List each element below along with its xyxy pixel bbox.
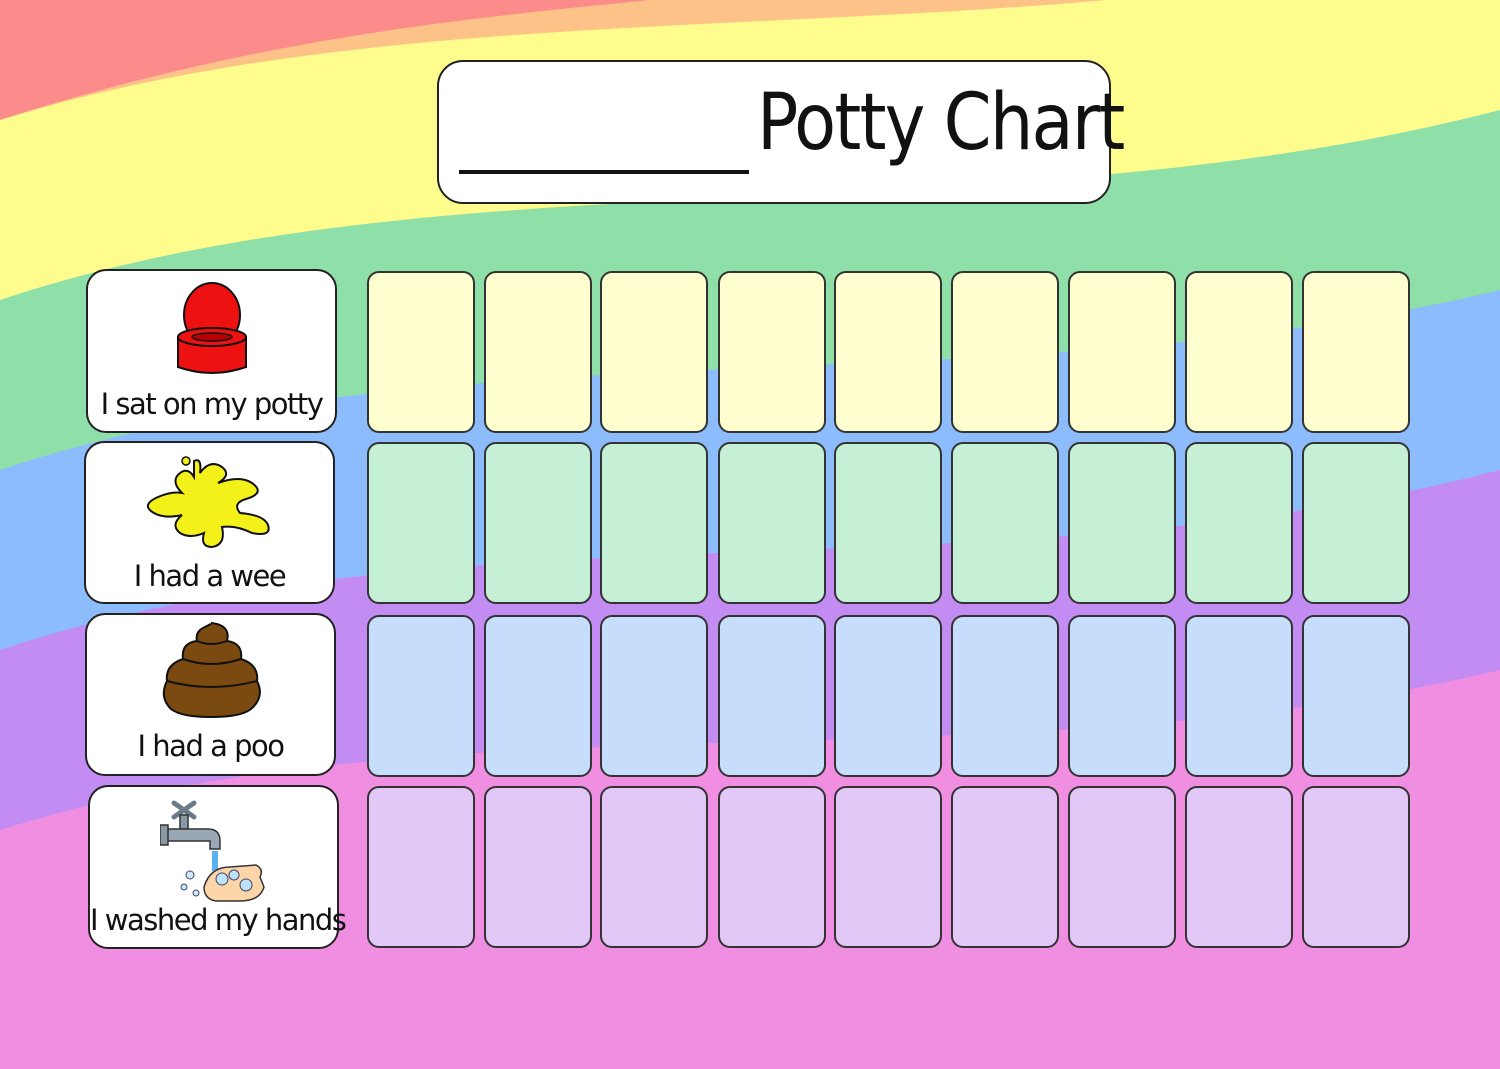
sticker-cell[interactable] xyxy=(1185,442,1293,604)
sticker-cell[interactable] xyxy=(1068,615,1176,777)
sticker-cell[interactable] xyxy=(1302,271,1410,433)
sticker-cell[interactable] xyxy=(367,786,475,948)
sticker-cell[interactable] xyxy=(951,786,1059,948)
row-label-text: I had a poo xyxy=(137,729,285,763)
sticker-cell[interactable] xyxy=(1068,786,1176,948)
sticker-cell[interactable] xyxy=(951,615,1059,777)
sticker-cell[interactable] xyxy=(600,271,708,433)
row-label-card-potty: I sat on my potty xyxy=(86,269,337,433)
sticker-cell[interactable] xyxy=(484,271,592,433)
sticker-cell[interactable] xyxy=(1185,615,1293,777)
sticker-cell[interactable] xyxy=(367,442,475,604)
sticker-cell[interactable] xyxy=(718,786,826,948)
page-title: Potty Chart xyxy=(757,78,1125,168)
row-label-card-wee: I had a wee xyxy=(84,441,335,604)
sticker-cell[interactable] xyxy=(1068,271,1176,433)
row-label-text: I had a wee xyxy=(133,559,287,593)
wee-splash-icon xyxy=(147,456,270,549)
sticker-cell[interactable] xyxy=(1302,442,1410,604)
sticker-cell[interactable] xyxy=(951,442,1059,604)
sticker-cell[interactable] xyxy=(484,615,592,777)
potty-icon xyxy=(177,282,247,374)
poo-icon xyxy=(162,622,261,719)
sticker-cell[interactable] xyxy=(600,442,708,604)
row-label-text: I sat on my potty xyxy=(100,387,324,421)
row-label-text: I washed my hands xyxy=(90,903,347,937)
sticker-cell[interactable] xyxy=(367,271,475,433)
hand-washing-icon xyxy=(160,800,265,902)
sticker-cell[interactable] xyxy=(484,786,592,948)
sticker-cell[interactable] xyxy=(1068,442,1176,604)
sticker-cell[interactable] xyxy=(1185,786,1293,948)
row-label-card-hands: I washed my hands xyxy=(88,785,347,949)
sticker-cell[interactable] xyxy=(367,615,475,777)
sticker-cell[interactable] xyxy=(718,442,826,604)
sticker-cell[interactable] xyxy=(600,786,708,948)
sticker-cell[interactable] xyxy=(834,271,942,433)
sticker-cell[interactable] xyxy=(718,615,826,777)
sticker-cell[interactable] xyxy=(718,271,826,433)
sticker-cell[interactable] xyxy=(1185,271,1293,433)
name-blank-line[interactable] xyxy=(459,170,749,174)
sticker-cell[interactable] xyxy=(834,442,942,604)
sticker-cell[interactable] xyxy=(834,786,942,948)
sticker-cell[interactable] xyxy=(834,615,942,777)
sticker-cell[interactable] xyxy=(951,271,1059,433)
title-box: Potty Chart xyxy=(437,60,1125,204)
sticker-cell[interactable] xyxy=(1302,786,1410,948)
sticker-cell[interactable] xyxy=(1302,615,1410,777)
sticker-cell[interactable] xyxy=(600,615,708,777)
row-label-card-poo: I had a poo xyxy=(85,613,336,776)
sticker-cell[interactable] xyxy=(484,442,592,604)
